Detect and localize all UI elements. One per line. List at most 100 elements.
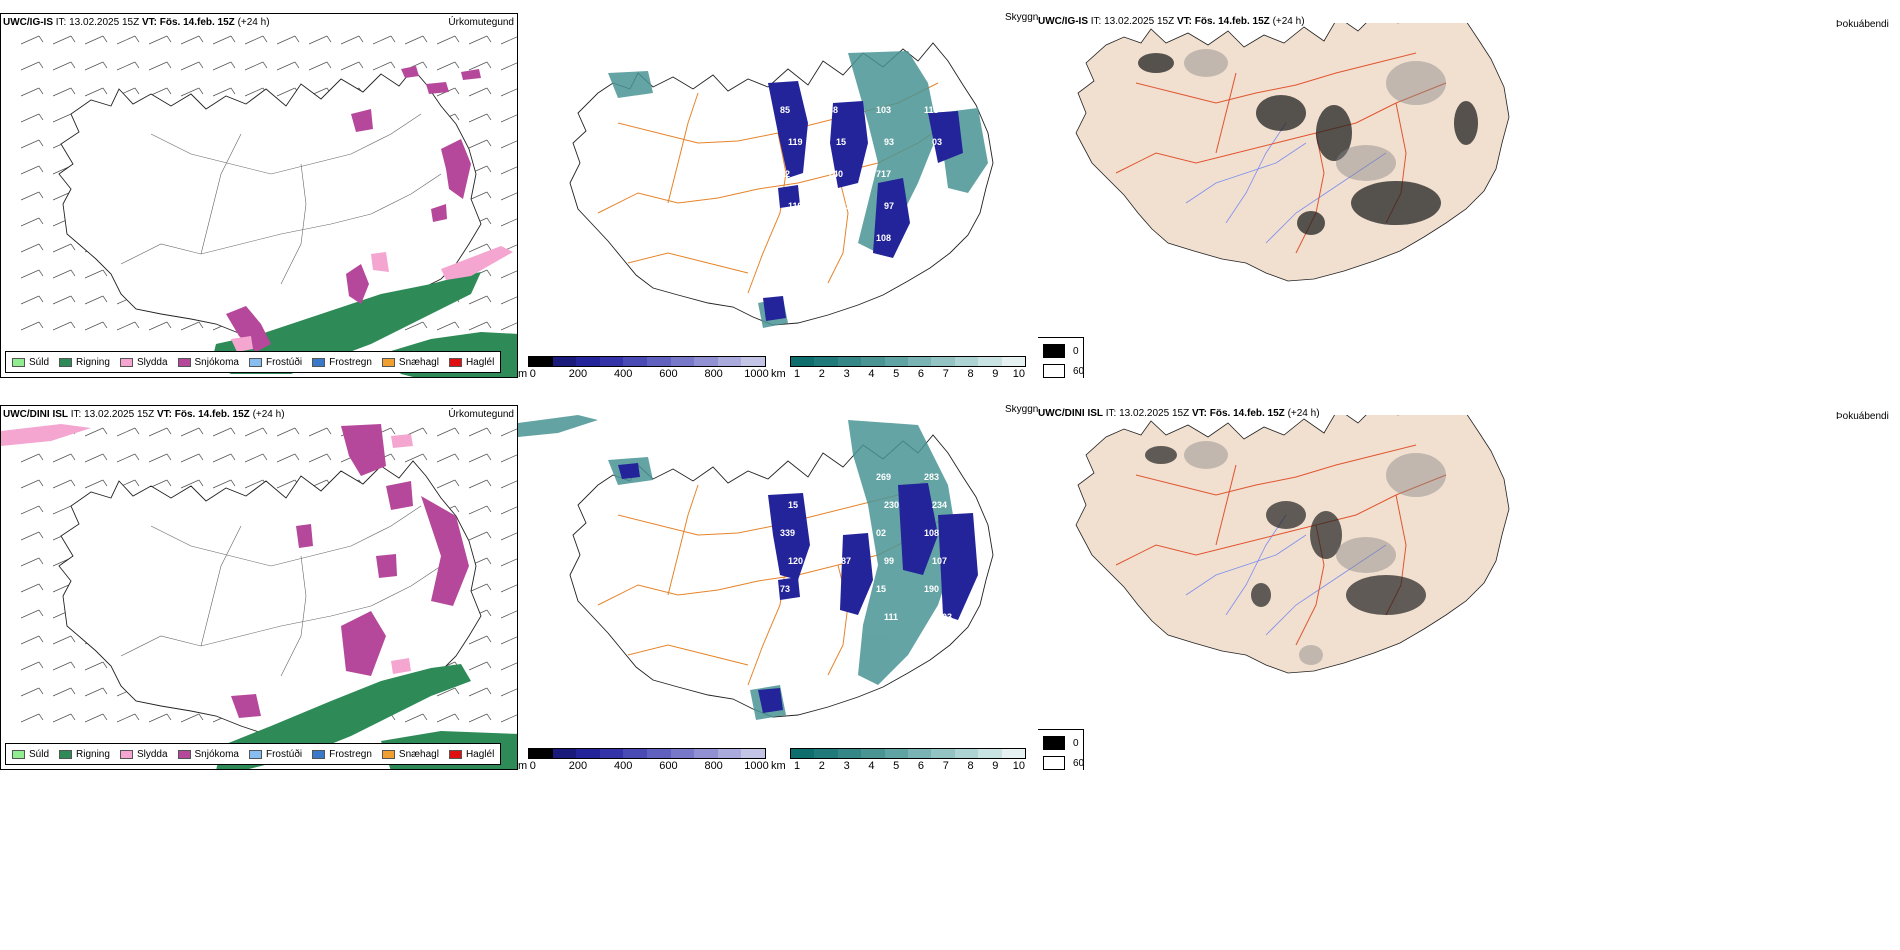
ceiling-label: 100 <box>932 201 947 211</box>
wind-barb <box>84 35 104 45</box>
legend-item: Haglél <box>448 749 494 760</box>
vt-label: VT: <box>1191 408 1207 419</box>
wind-barb-flag <box>102 35 108 43</box>
cover-legend-light: 60 <box>1043 756 1084 770</box>
wind-barb <box>20 453 40 463</box>
wind-barb <box>468 713 488 723</box>
wind-barb-flag <box>486 269 492 277</box>
legend-item: Snæhagl <box>381 357 439 368</box>
wind-barb <box>116 427 136 437</box>
wind-barb <box>52 191 72 201</box>
tick-label: 5 <box>893 760 900 770</box>
ceiling-label: 189 <box>788 612 803 622</box>
ceiling-label: 190 <box>924 584 939 594</box>
legend-label: Frostúði <box>265 356 303 368</box>
legend-label: Súld <box>29 748 50 760</box>
wind-barb-flag <box>38 453 44 461</box>
wind-barb <box>500 714 517 723</box>
color-step <box>978 357 1002 366</box>
wind-barb <box>116 453 136 463</box>
tick-label: 600 <box>659 760 678 770</box>
wind-barb <box>20 479 40 489</box>
wind-barb <box>20 635 40 645</box>
legend-swatch <box>448 357 462 367</box>
color-step <box>884 357 909 366</box>
legend-label: 60 <box>1073 757 1085 769</box>
color-step <box>978 749 1002 758</box>
wind-barb-flag <box>38 635 44 643</box>
wind-barb <box>500 218 517 227</box>
ceiling-label: 230 <box>884 500 899 510</box>
wind-barb-flag <box>486 321 492 329</box>
wind-barb <box>212 453 232 463</box>
wind-barb <box>84 713 104 723</box>
wind-barb <box>468 505 488 515</box>
legend-label: Frostregn <box>329 356 372 368</box>
legend-label: 60 <box>1073 365 1085 377</box>
wind-barb <box>52 61 72 71</box>
wind-barb-flag <box>70 61 76 69</box>
valid-time: Fös. 14.feb. 15Z <box>159 17 235 28</box>
wind-barb <box>212 87 232 97</box>
sleet-areas <box>1 424 413 674</box>
wind-barb <box>436 35 456 45</box>
color-step <box>694 749 718 758</box>
wind-barb <box>20 35 40 45</box>
vt-label: VT: <box>141 17 157 28</box>
wind-barb <box>500 428 517 437</box>
visibility-colorbar-strip <box>790 748 1026 759</box>
wind-barb-flag <box>102 87 108 95</box>
rivers <box>1185 122 1387 244</box>
wind-barb-flag <box>38 113 44 121</box>
wind-barb-flag <box>166 713 172 721</box>
wind-barb-flag <box>38 505 44 513</box>
wind-barb-flag <box>486 661 492 669</box>
wind-barb-flag <box>102 453 108 461</box>
wind-barb-flag <box>198 713 204 721</box>
wind-barb <box>212 479 232 489</box>
wind-barb <box>20 243 40 253</box>
legend-swatch <box>59 749 73 759</box>
wind-barb <box>20 139 40 149</box>
color-step <box>646 749 671 758</box>
wind-barb <box>148 61 168 71</box>
wind-barb <box>436 453 456 463</box>
visibility-colorbar-strip <box>790 356 1026 367</box>
legend-label: 0 <box>1073 737 1079 749</box>
color-step <box>717 357 742 366</box>
color-step <box>954 749 979 758</box>
wind-barb-flag <box>230 35 236 43</box>
ceiling-label: 103 <box>876 105 891 115</box>
ceiling-label: 16 <box>924 233 934 243</box>
tick-label: 3 <box>843 760 850 770</box>
wind-barb-flag <box>358 61 364 69</box>
snow-areas <box>231 424 469 718</box>
wind-barb-flag <box>198 35 204 43</box>
wind-barb-flag <box>294 453 300 461</box>
legend-label: Rigning <box>76 748 110 760</box>
wind-barb-flag <box>134 713 140 721</box>
wind-barb-flag <box>294 427 300 435</box>
wind-barb <box>52 479 72 489</box>
cloud-cover-legend: 0 60 <box>1038 729 1084 770</box>
wind-barb-flag <box>454 321 460 329</box>
wind-barb <box>52 35 72 45</box>
visibility-ticks: 1 2 3 4 5 6 7 8 9 10 <box>790 759 1026 770</box>
wind-barb-flag <box>70 243 76 251</box>
ceiling-unit: m <box>518 368 528 378</box>
fog-map-row2 <box>1075 415 1510 674</box>
wind-barb <box>468 35 488 45</box>
tick-label: 1000 <box>744 760 769 770</box>
ceiling-label: 39 <box>828 472 838 482</box>
legend-item: Súld <box>12 357 49 368</box>
legend-label: Haglél <box>465 356 495 368</box>
wind-barb <box>468 635 488 645</box>
wind-barb-flag <box>102 321 108 329</box>
wind-barb <box>500 454 517 463</box>
wind-barb-flag <box>454 427 460 435</box>
panel-header: UWC/DINI ISL IT: 13.02.2025 15Z VT: Fös.… <box>1038 408 1320 419</box>
legend-swatch <box>448 749 462 759</box>
tick-label: 2 <box>818 368 825 378</box>
iceland-coastline <box>58 460 482 737</box>
wind-barb <box>52 505 72 515</box>
